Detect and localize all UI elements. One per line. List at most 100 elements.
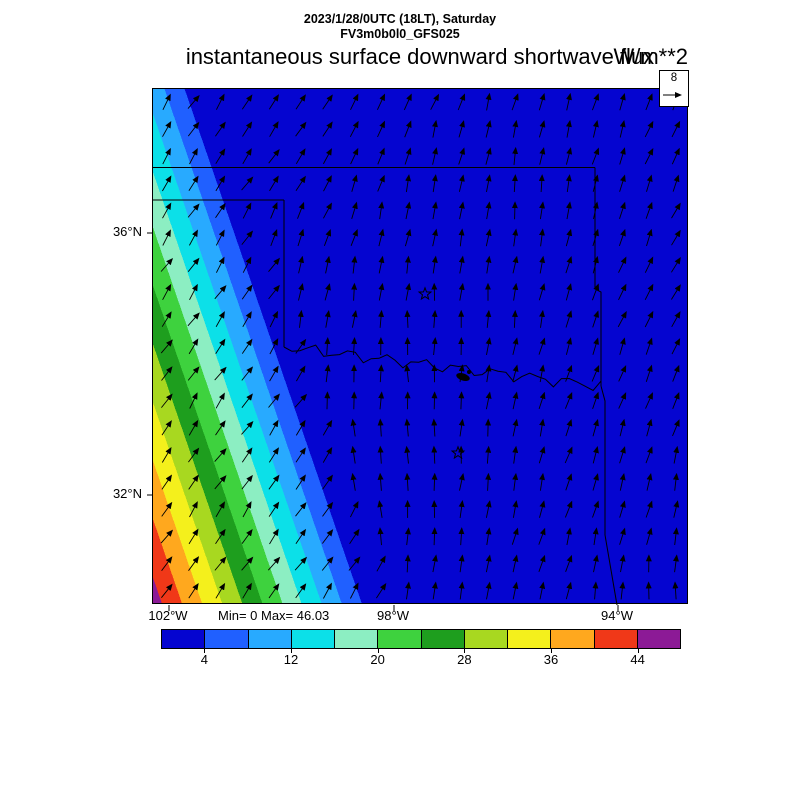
wind-arrow xyxy=(404,445,411,464)
wind-arrow xyxy=(321,556,334,571)
wind-arrow xyxy=(323,148,332,165)
wind-arrow xyxy=(295,583,307,599)
wind-arrow xyxy=(592,500,600,518)
wind-arrow xyxy=(645,500,653,518)
wind-arrow xyxy=(592,554,599,573)
wind-arrow xyxy=(539,255,546,274)
wind-arrow xyxy=(512,282,519,301)
wind-arrow xyxy=(214,285,227,300)
wind-arrow xyxy=(162,229,171,246)
wind-arrow xyxy=(161,583,173,598)
wind-arrow xyxy=(512,119,519,138)
wind-arrow xyxy=(351,201,358,220)
wind-arrow xyxy=(672,527,679,546)
wind-arrow xyxy=(298,255,304,274)
colorbar xyxy=(161,629,681,649)
colorbar-segment xyxy=(291,630,335,648)
wind-arrow xyxy=(671,147,680,165)
wind-arrow xyxy=(324,337,331,356)
wind-arrow xyxy=(242,148,252,165)
wind-arrow xyxy=(270,229,278,247)
wind-arrow xyxy=(618,256,627,273)
wind-arrow xyxy=(619,527,626,545)
wind-arrow xyxy=(458,581,465,600)
wind-arrow xyxy=(242,311,252,328)
wind-arrow xyxy=(161,366,173,381)
wind-arrow xyxy=(619,120,626,138)
wind-arrow xyxy=(269,528,279,545)
wind-arrow xyxy=(324,255,331,274)
wind-arrow xyxy=(242,202,252,219)
colorbar-tick-label: 20 xyxy=(370,652,385,667)
wind-arrow xyxy=(322,529,334,544)
wind-arrow xyxy=(566,527,572,546)
wind-arrow xyxy=(404,309,411,328)
wind-arrow xyxy=(565,174,572,193)
wind-arrow xyxy=(512,445,519,464)
wind-arrow xyxy=(458,282,465,301)
wind-arrow xyxy=(187,257,200,272)
wind-arrow xyxy=(512,228,519,247)
wind-arrow xyxy=(485,554,492,573)
wind-arrow xyxy=(241,556,254,571)
wind-arrow xyxy=(512,472,519,491)
wind-arrow xyxy=(671,284,681,300)
wind-arrow xyxy=(405,282,412,301)
wind-arrow xyxy=(592,445,599,464)
colorbar-segment xyxy=(508,630,552,648)
wind-arrow xyxy=(295,447,306,463)
wind-arrow xyxy=(267,556,281,571)
wind-arrow xyxy=(565,119,572,138)
wind-arrow xyxy=(673,445,680,464)
wind-arrow xyxy=(457,93,466,111)
wind-arrow xyxy=(215,528,226,544)
wind-arrow xyxy=(512,391,519,410)
wind-arrow xyxy=(242,121,253,137)
lat-label-32n: 32°N xyxy=(112,486,142,501)
wind-arrow xyxy=(619,581,626,600)
wind-arrow xyxy=(295,474,306,490)
wind-arrow xyxy=(269,419,279,436)
wind-arrow xyxy=(295,175,306,192)
colorbar-tick-label: 36 xyxy=(543,652,559,667)
wind-arrow xyxy=(458,391,465,410)
wind-arrow xyxy=(485,581,492,600)
wind-arrow xyxy=(671,120,681,138)
wind-arrow xyxy=(295,528,307,544)
wind-arrow xyxy=(378,391,385,410)
wind-arrow xyxy=(323,175,332,192)
red-river xyxy=(283,344,602,392)
colorbar-tick xyxy=(377,649,379,653)
wind-arrow xyxy=(538,174,545,193)
wind-arrow xyxy=(242,582,252,599)
wind-arrow xyxy=(564,446,573,464)
wind-arrow xyxy=(268,257,280,272)
wind-arrow xyxy=(349,582,359,599)
wind-arrow xyxy=(539,201,546,220)
wind-arrow xyxy=(619,554,626,573)
map-overlay xyxy=(147,92,681,611)
wind-arrow xyxy=(538,391,546,410)
wind-arrow xyxy=(376,583,387,599)
wind-arrow xyxy=(485,472,492,491)
wind-arrow xyxy=(295,338,307,354)
wind-arrow xyxy=(592,527,599,546)
wind-arrow xyxy=(378,228,385,247)
wind-arrow xyxy=(161,446,172,463)
minmax-label: Min= 0 Max= 46.03 xyxy=(218,608,330,623)
wind-arrow xyxy=(189,392,198,409)
wind-arrow xyxy=(564,392,573,409)
wind-arrow xyxy=(269,310,278,328)
wind-arrow xyxy=(672,581,679,600)
wind-arrow xyxy=(592,174,599,192)
wind-arrow xyxy=(350,147,359,165)
wind-arrow xyxy=(592,418,599,437)
wind-arrow xyxy=(268,284,280,300)
wind-arrow xyxy=(539,364,546,383)
wind-arrow xyxy=(295,419,306,436)
wind-arrow xyxy=(619,201,626,219)
wind-arrow xyxy=(431,418,438,437)
wind-arrow xyxy=(432,147,438,165)
wind-arrow xyxy=(241,94,253,110)
wind-arrow xyxy=(592,310,599,328)
